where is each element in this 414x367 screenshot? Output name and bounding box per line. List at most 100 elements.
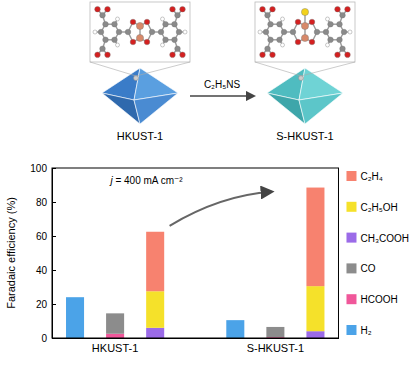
atom [144,39,150,45]
y-tick: 60 [36,231,56,242]
atom [95,6,101,12]
atom [105,6,111,12]
atom [295,19,301,25]
legend-label: CO [360,263,375,274]
bars [66,188,324,338]
atom [125,29,131,35]
atom [158,29,164,35]
atom [337,21,343,27]
y-axis: 020406080100 [30,163,56,344]
octahedron-face [102,93,140,124]
atom [183,30,187,34]
y-tick-label: 0 [41,333,47,344]
zoom-point [134,76,139,81]
atom [340,12,346,18]
atom [258,30,262,34]
atom [309,39,315,45]
atom [95,52,101,58]
atom [301,8,308,15]
atom [116,29,122,35]
atom [180,52,186,58]
legend-label: HCOOH [360,294,397,305]
figure: C₂H₅NSHKUST-1S-HKUST-1C₂H₄C₂H₅OHCH₃COOHC… [0,0,414,367]
bar-segment [306,188,324,287]
y-tick-label: 60 [36,231,48,242]
atom [301,34,308,41]
atom [176,29,182,35]
atom [340,46,346,52]
x-tick-label: S-HKUST-1 [247,342,304,354]
legend-item: CO [346,263,375,274]
atom [136,22,143,29]
legend-item: H₂ [346,325,371,336]
atom [314,29,320,35]
legend-swatch [346,202,356,212]
atom [116,17,120,21]
atom [295,39,301,45]
atom [112,21,118,27]
trend-arrow [170,192,272,226]
atom [144,19,150,25]
zoom-point [299,76,304,81]
legend-swatch [346,325,356,335]
atom [100,46,106,52]
atom [270,52,276,58]
atom [163,21,169,27]
octahedron [90,62,190,124]
atom [172,21,178,27]
schematic: C₂H₅NSHKUST-1S-HKUST-1 [90,2,355,142]
atom [172,37,178,43]
y-tick-mark [52,304,56,305]
atom [265,12,271,18]
atom [263,29,269,35]
node-label: HKUST-1 [117,130,163,142]
structure-frame [90,2,190,62]
bar-segment [146,232,164,292]
bar-segment [66,297,84,338]
atom [170,52,176,58]
atom [180,6,186,12]
atom [309,19,315,25]
y-tick-mark [52,270,56,271]
arrow-label: C₂H₅NS [204,79,241,90]
crystal-structure [90,2,190,62]
atom [116,43,120,47]
atom [175,12,181,18]
atom [112,37,118,43]
atom [277,37,283,43]
x-tick-label: HKUST-1 [92,342,138,354]
atom [301,22,308,29]
atom [270,6,276,12]
plot-frame [52,168,338,338]
legend: C₂H₄C₂H₅OHCH₃COOHCOHCOOHH₂ [346,171,409,336]
atom [281,29,287,35]
zoom-line [255,62,301,76]
atom [105,52,111,58]
legend-label: H₂ [360,325,371,336]
atom [337,37,343,43]
atom [341,29,347,35]
octahedron-face [134,93,178,124]
legend-label: CH₃COOH [360,233,409,244]
atom [268,37,274,43]
atom [103,21,109,27]
legend-item: CH₃COOH [346,233,409,244]
reaction-arrow [190,95,254,97]
x-axis: HKUST-1 S-HKUST-1 [53,339,339,354]
legend-swatch [346,171,356,181]
y-tick-label: 80 [36,197,48,208]
legend-item: C₂H₄ [346,171,382,182]
y-tick-mark [52,202,56,203]
bar-segment [266,327,284,337]
atom [260,52,266,58]
atom [163,37,169,43]
structure-frame [255,2,355,62]
y-tick-mark [52,168,56,169]
y-tick: 80 [36,197,56,208]
atom [268,21,274,27]
legend-item: HCOOH [346,294,397,305]
atom [290,29,296,35]
y-tick: 20 [36,299,56,310]
atom [281,43,285,47]
octahedron-face [267,93,305,124]
